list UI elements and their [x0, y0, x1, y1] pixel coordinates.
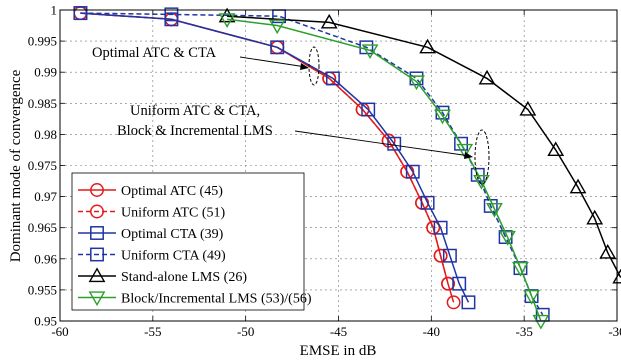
data-point [433, 248, 448, 263]
tick-labels: -60 -55 -50 -45 -40 -35 -30 0.95 0.955 0.96 0.965 0… [28, 3, 621, 340]
legend: Optimal ATC (45) Uniform ATC (51) Optimal … [71, 172, 312, 311]
legend-swatch-marker [88, 267, 106, 283]
legend-label: Uniform ATC (51) [121, 206, 226, 221]
series-5 [218, 13, 550, 330]
grid [60, 10, 617, 321]
data-point [523, 290, 540, 305]
x-tick-label: -45 [330, 324, 347, 339]
legend-swatch-marker [90, 183, 104, 197]
y-tick-label: 0.97 [34, 189, 57, 204]
legend-item-1: Uniform ATC (51) [78, 204, 226, 221]
annotation-optimal: Optimal ATC & CTA [92, 45, 217, 61]
series-4 [218, 7, 621, 284]
data-point [599, 243, 617, 259]
data-point [218, 7, 236, 23]
y-tick-label: 0.96 [34, 251, 57, 266]
legend-label: Optimal ATC (45) [121, 184, 223, 199]
annotation-arrowhead-optimal [300, 63, 309, 70]
plot-frame [59, 9, 618, 322]
y-tick-label: 0.99 [34, 65, 57, 80]
data-point [478, 69, 496, 85]
data-point [361, 44, 379, 60]
legend-item-2: Optimal CTA (39) [78, 226, 224, 242]
annotation-arrow-optimal [239, 56, 307, 68]
data-point [361, 102, 376, 117]
legend-swatch-marker [88, 291, 106, 307]
data-point [499, 230, 516, 246]
data-point [387, 136, 402, 151]
y-tick-label: 0.965 [28, 220, 57, 235]
data-point [442, 248, 457, 263]
data-point [586, 209, 604, 225]
data-point [218, 13, 236, 28]
y-tick-label: 1 [51, 3, 58, 18]
y-tick-label: 0.955 [28, 282, 57, 297]
legend-item-3: Uniform CTA (49) [78, 247, 226, 264]
data-point [419, 38, 437, 54]
data-point [420, 195, 435, 210]
x-tick-label: -55 [144, 324, 161, 339]
legend-item-0: Optimal ATC (45) [78, 183, 223, 199]
legend-box [71, 172, 305, 311]
legend-item-4: Stand-alone LMS (26) [78, 267, 247, 285]
legend-swatch-marker [90, 204, 104, 219]
annotation-uniform-line1: Uniform ATC & CTA, [130, 103, 260, 119]
x-tick-label: -40 [423, 324, 440, 339]
data-point [456, 143, 474, 159]
legend-label: Stand-alone LMS (26) [121, 270, 247, 285]
data-point [547, 141, 565, 157]
data-point [461, 295, 476, 310]
data-point [441, 276, 455, 291]
x-tick-label: -35 [515, 324, 532, 339]
series-layer [73, 6, 621, 330]
annotation-ellipse-uniform [474, 129, 490, 185]
legend-label: Optimal CTA (39) [121, 227, 224, 242]
y-tick-label: 0.95 [34, 314, 57, 329]
data-point [270, 40, 285, 55]
legend-item-5: Block/Incremental LMS (53)/(56) [78, 291, 312, 307]
series-line [80, 12, 470, 303]
data-point [164, 7, 179, 22]
data-point [519, 100, 537, 116]
annotation-uniform-line2: Block & Incremental LMS [117, 123, 273, 139]
y-tick-label: 0.995 [28, 34, 57, 49]
annotation-ellipse-optimal [308, 46, 320, 86]
data-point [426, 220, 441, 235]
x-axis-label: EMSE in dB [300, 343, 377, 359]
y-tick-label: 0.985 [28, 96, 57, 111]
x-tick-label: -30 [608, 324, 621, 339]
data-point [569, 178, 587, 194]
data-point [325, 71, 340, 86]
legend-swatch-marker [90, 247, 104, 262]
x-tick-label: -50 [237, 324, 254, 339]
data-point [532, 314, 550, 330]
data-point [452, 276, 467, 291]
legend-label: Uniform CTA (49) [121, 249, 226, 264]
annotation-arrow-uniform [294, 130, 471, 157]
data-point [434, 109, 451, 125]
data-point [268, 19, 286, 35]
plot-area-border [59, 9, 618, 322]
y-tick-label: 0.975 [28, 158, 57, 173]
annotation-arrowhead-uniform [464, 152, 473, 159]
data-point [320, 13, 338, 29]
legend-label: Block/Incremental LMS (53)/(56) [121, 292, 312, 307]
annotations: Optimal ATC & CTA Uniform ATC & CTA, Blo… [92, 45, 490, 185]
data-point [73, 6, 88, 21]
data-point [433, 220, 448, 235]
data-point [446, 295, 461, 310]
y-tick-label: 0.98 [34, 127, 57, 142]
data-point [512, 262, 529, 277]
x-tick-label: -60 [51, 324, 68, 339]
y-axis-label: Dominant mode of convergence [8, 69, 24, 262]
legend-swatch-marker [90, 226, 104, 240]
data-point [405, 164, 420, 179]
series-line [227, 15, 621, 278]
data-point [408, 75, 425, 91]
data-point [486, 202, 503, 218]
